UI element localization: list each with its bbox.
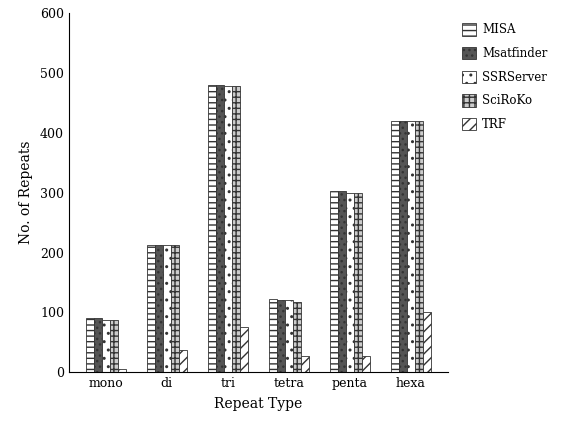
Bar	[147, 245, 155, 372]
Bar	[224, 86, 232, 372]
Bar	[285, 300, 293, 372]
Bar	[240, 327, 247, 372]
Bar	[216, 85, 224, 372]
Bar	[269, 299, 277, 372]
Bar	[407, 121, 414, 372]
Legend: MISA, Msatfinder, SSRServer, SciRoKo, TRF: MISA, Msatfinder, SSRServer, SciRoKo, TR…	[457, 19, 552, 136]
Y-axis label: No. of Repeats: No. of Repeats	[19, 141, 33, 244]
Bar	[208, 85, 216, 372]
Bar	[301, 356, 309, 372]
Bar	[102, 320, 110, 372]
Bar	[110, 320, 118, 372]
Bar	[414, 121, 422, 372]
Bar	[155, 245, 163, 372]
Bar	[86, 318, 94, 372]
Bar	[362, 356, 370, 372]
Bar	[354, 193, 362, 372]
Bar	[94, 318, 102, 372]
Bar	[277, 300, 285, 372]
Bar	[179, 350, 187, 372]
Bar	[330, 191, 338, 372]
Bar	[118, 369, 126, 372]
Bar	[171, 245, 179, 372]
Bar	[232, 86, 240, 372]
Bar	[399, 121, 407, 372]
Bar	[338, 191, 346, 372]
Bar	[346, 193, 354, 372]
Bar	[391, 121, 399, 372]
Bar	[422, 312, 430, 372]
Bar	[163, 245, 171, 372]
Bar	[293, 302, 301, 372]
X-axis label: Repeat Type: Repeat Type	[214, 397, 302, 411]
